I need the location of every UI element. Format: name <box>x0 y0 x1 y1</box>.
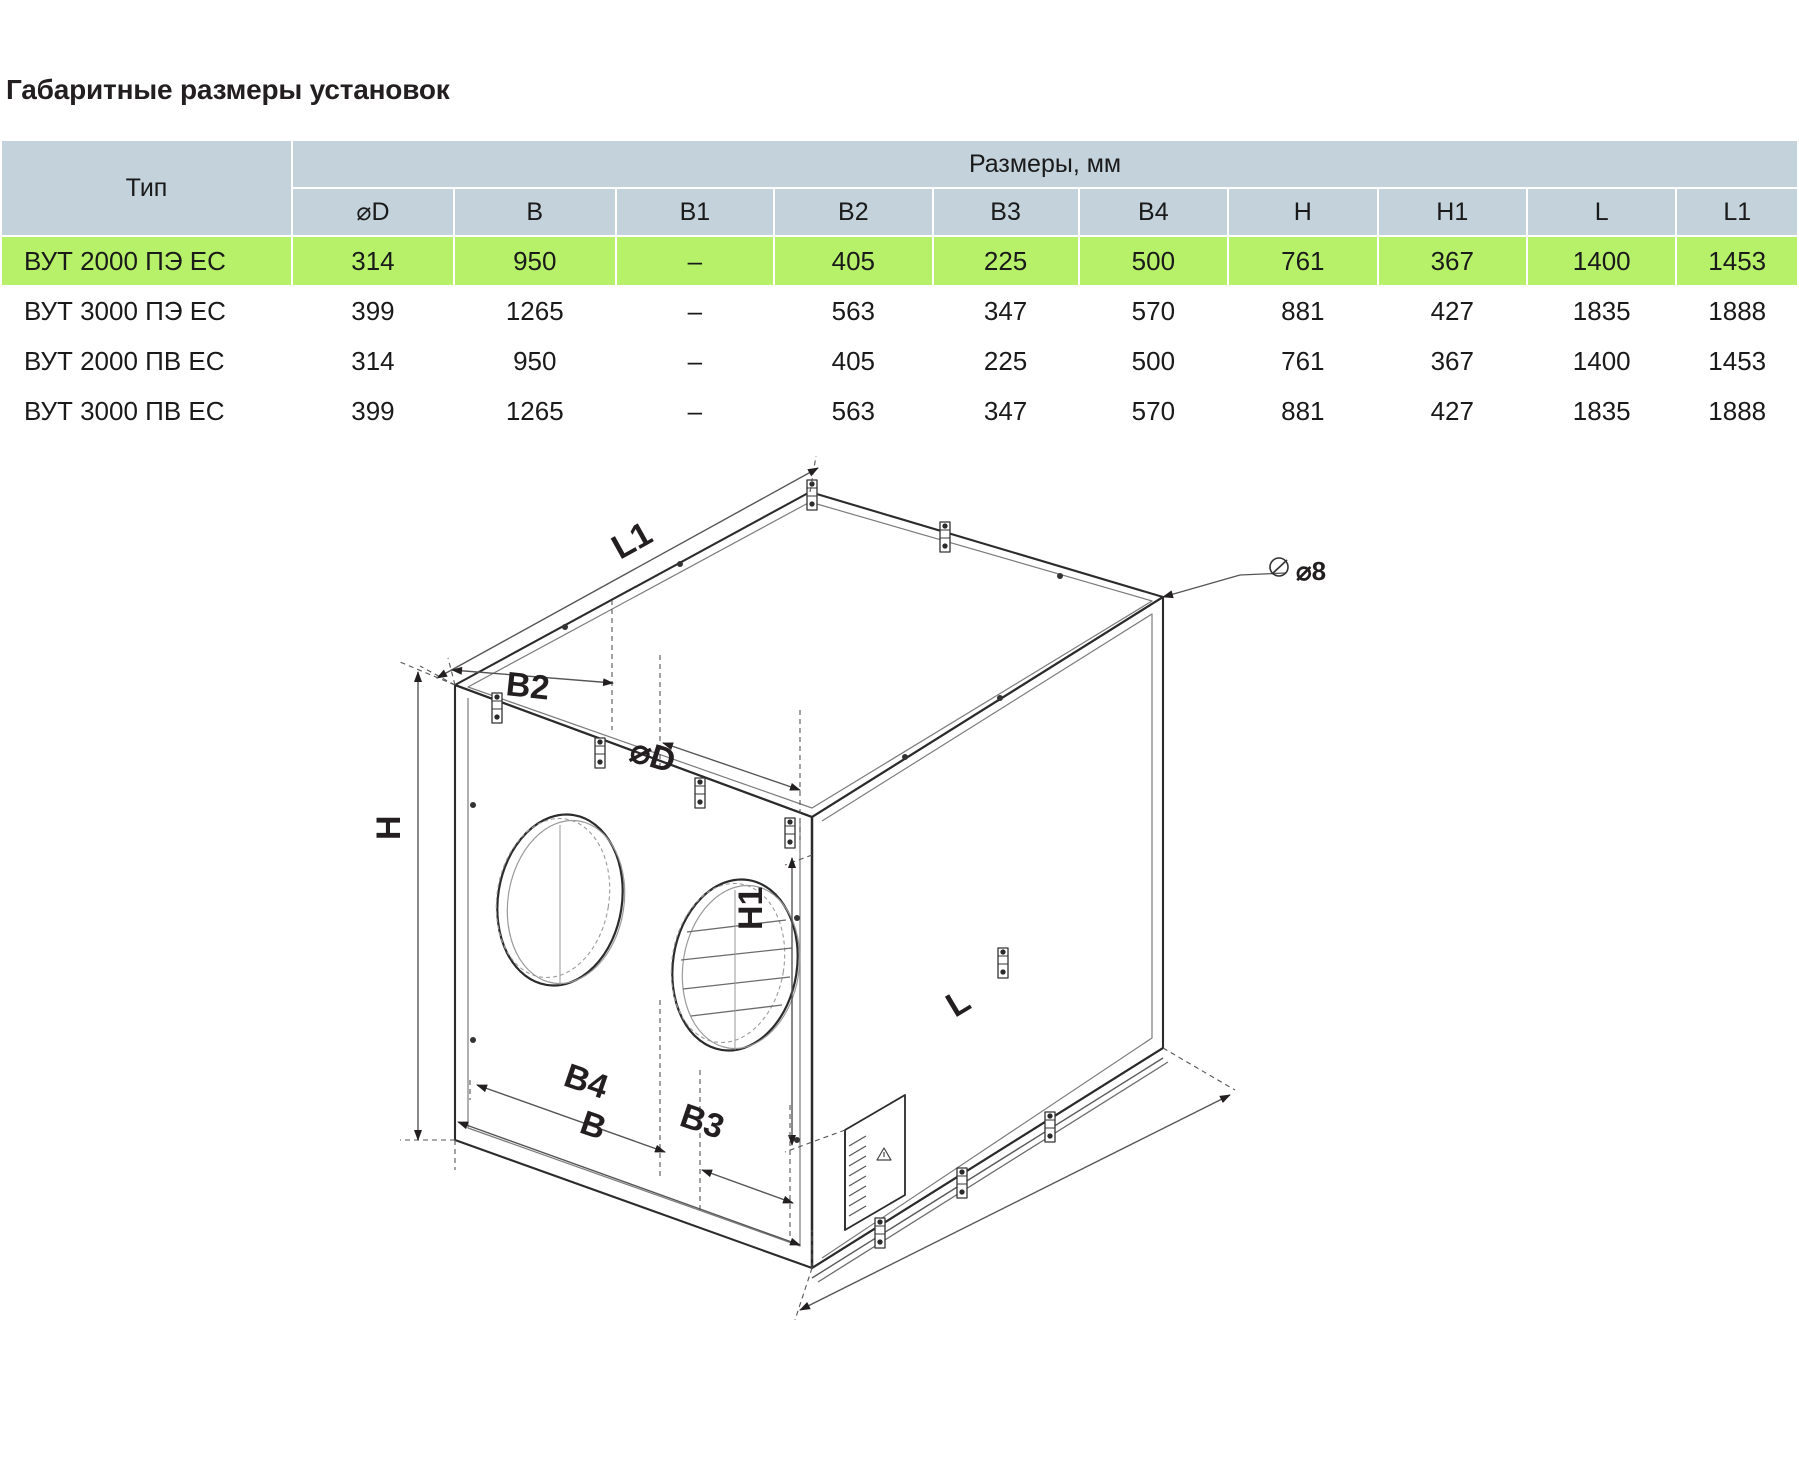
label-l: L <box>940 982 977 1025</box>
cell-b: 950 <box>452 335 617 387</box>
cell-b1: – <box>614 285 776 337</box>
label-h: H <box>370 815 408 840</box>
label-diam-d: ⌀D <box>626 731 680 781</box>
cell-b1: – <box>614 235 776 287</box>
header-type: Тип <box>0 139 294 237</box>
cell-l1: 1888 <box>1675 385 1799 437</box>
cell-dd: 314 <box>291 235 455 287</box>
cell-type: ВУТ 2000 ПВ ЕС <box>0 335 294 387</box>
cell-type: ВУТ 2000 ПЭ ЕС <box>0 235 294 287</box>
mounting-brackets-base <box>873 946 1057 1250</box>
header-dimensions-group: Размеры, мм <box>291 139 1799 189</box>
cell-b: 1265 <box>452 385 617 437</box>
dim-extension-l1 <box>419 455 817 686</box>
cell-b3: 225 <box>931 335 1080 387</box>
duct-opening-left <box>495 813 626 987</box>
cell-l: 1400 <box>1525 235 1678 287</box>
unit-top-face <box>453 490 1165 819</box>
cell-l1: 1888 <box>1675 285 1799 337</box>
header-col-h: H <box>1227 187 1379 237</box>
unit-front-face <box>453 683 814 1270</box>
cell-l1: 1453 <box>1675 335 1799 387</box>
table-row: ВУТ 2000 ПВ ЕС 314 950–405 225 500 761 367 1400… <box>0 335 1799 387</box>
cell-h: 881 <box>1227 285 1379 337</box>
cell-type: ВУТ 3000 ПЭ ЕС <box>0 285 294 337</box>
page-title: Габаритные размеры установок <box>6 74 450 105</box>
cell-h1: 367 <box>1376 335 1528 387</box>
cell-b: 950 <box>452 235 617 287</box>
cell-b4: 570 <box>1077 285 1230 337</box>
label-l1: L1 <box>605 515 658 567</box>
label-b: B <box>575 1104 611 1148</box>
cell-h: 881 <box>1227 385 1379 437</box>
header-col-b3: B3 <box>931 187 1080 237</box>
unit-isometric-drawing: L1 ⌀8 B2 ⌀D H H1 B4 B B3 L <box>370 455 1326 1321</box>
table-row: ВУТ 3000 ПЭ ЕС 399 1265–563 347 570 881 427 183… <box>0 285 1799 337</box>
cell-l: 1835 <box>1525 285 1678 337</box>
cell-dd: 399 <box>291 285 455 337</box>
base-rail <box>811 1047 1169 1283</box>
cell-h: 761 <box>1227 335 1379 387</box>
dim-line-d <box>662 742 801 791</box>
cell-h1: 427 <box>1376 385 1528 437</box>
header-col-b: B <box>452 187 617 237</box>
header-col-l: L <box>1525 187 1678 237</box>
label-h1: H1 <box>732 887 770 930</box>
dim-leader-hole8 <box>1162 557 1289 599</box>
table-row: ВУТ 3000 ПВ ЕС 399 1265–563 347 570 881 427 183… <box>0 385 1799 437</box>
louvre-slats <box>848 1135 867 1217</box>
label-b2: B2 <box>504 665 551 707</box>
cell-b4: 500 <box>1077 335 1230 387</box>
dim-line-l <box>799 1094 1231 1311</box>
cell-b3: 347 <box>931 285 1080 337</box>
cell-dd: 399 <box>291 385 455 437</box>
cell-b1: – <box>614 385 776 437</box>
control-box <box>844 1094 906 1231</box>
front-face-fasteners <box>470 802 800 1143</box>
mounting-lugs-top <box>805 478 952 554</box>
cell-h1: 427 <box>1376 285 1528 337</box>
header-col-d: ⌀D <box>291 187 455 237</box>
cell-h: 761 <box>1227 235 1379 287</box>
cell-b4: 570 <box>1077 385 1230 437</box>
header-col-l1: L1 <box>1675 187 1799 237</box>
dim-extension-h <box>399 661 456 1141</box>
cell-h1: 367 <box>1376 235 1528 287</box>
label-b4: B4 <box>559 1057 613 1107</box>
label-hole-note: ⌀8 <box>1296 556 1326 586</box>
cell-b2: 405 <box>773 235 934 287</box>
dim-extension-d <box>659 655 801 840</box>
table-header: Тип Размеры, мм ⌀D B B1 B2 B3 B4 H H1 L … <box>0 139 1799 237</box>
cell-b1: – <box>614 335 776 387</box>
duct-opening-right <box>670 878 801 1052</box>
dim-line-l1 <box>436 467 819 679</box>
dim-extension-b2 <box>447 600 613 730</box>
dimensions-table: Тип Размеры, мм ⌀D B B1 B2 B3 B4 H H1 L … <box>0 139 1799 437</box>
header-col-b1: B1 <box>614 187 776 237</box>
header-col-b4: B4 <box>1077 187 1230 237</box>
cell-b3: 347 <box>931 385 1080 437</box>
label-b3: B3 <box>675 1097 728 1147</box>
dim-line-b <box>457 1121 801 1246</box>
cell-l1: 1453 <box>1675 235 1799 287</box>
cell-dd: 314 <box>291 335 455 387</box>
cell-b: 1265 <box>452 285 617 337</box>
header-col-b2: B2 <box>773 187 934 237</box>
dim-line-b3 <box>701 1169 794 1204</box>
cell-b4: 500 <box>1077 235 1230 287</box>
cell-type: ВУТ 3000 ПВ ЕС <box>0 385 294 437</box>
cell-l: 1400 <box>1525 335 1678 387</box>
table-row: ВУТ 2000 ПЭ ЕС 314 950–405 225 500 761 367 1400… <box>0 235 1799 287</box>
technical-drawing: L1 ⌀8 B2 ⌀D H H1 B4 B B3 L <box>0 440 1799 1472</box>
table-body: ВУТ 2000 ПЭ ЕС 314 950–405 225 500 761 367 1400… <box>0 235 1799 437</box>
dim-extension-h1 <box>784 854 846 1153</box>
cell-b2: 405 <box>773 335 934 387</box>
cell-b3: 225 <box>931 235 1080 287</box>
cell-b2: 563 <box>773 385 934 437</box>
cell-b2: 563 <box>773 285 934 337</box>
header-col-h1: H1 <box>1376 187 1528 237</box>
dim-line-b2 <box>451 666 614 687</box>
cell-l: 1835 <box>1525 385 1678 437</box>
